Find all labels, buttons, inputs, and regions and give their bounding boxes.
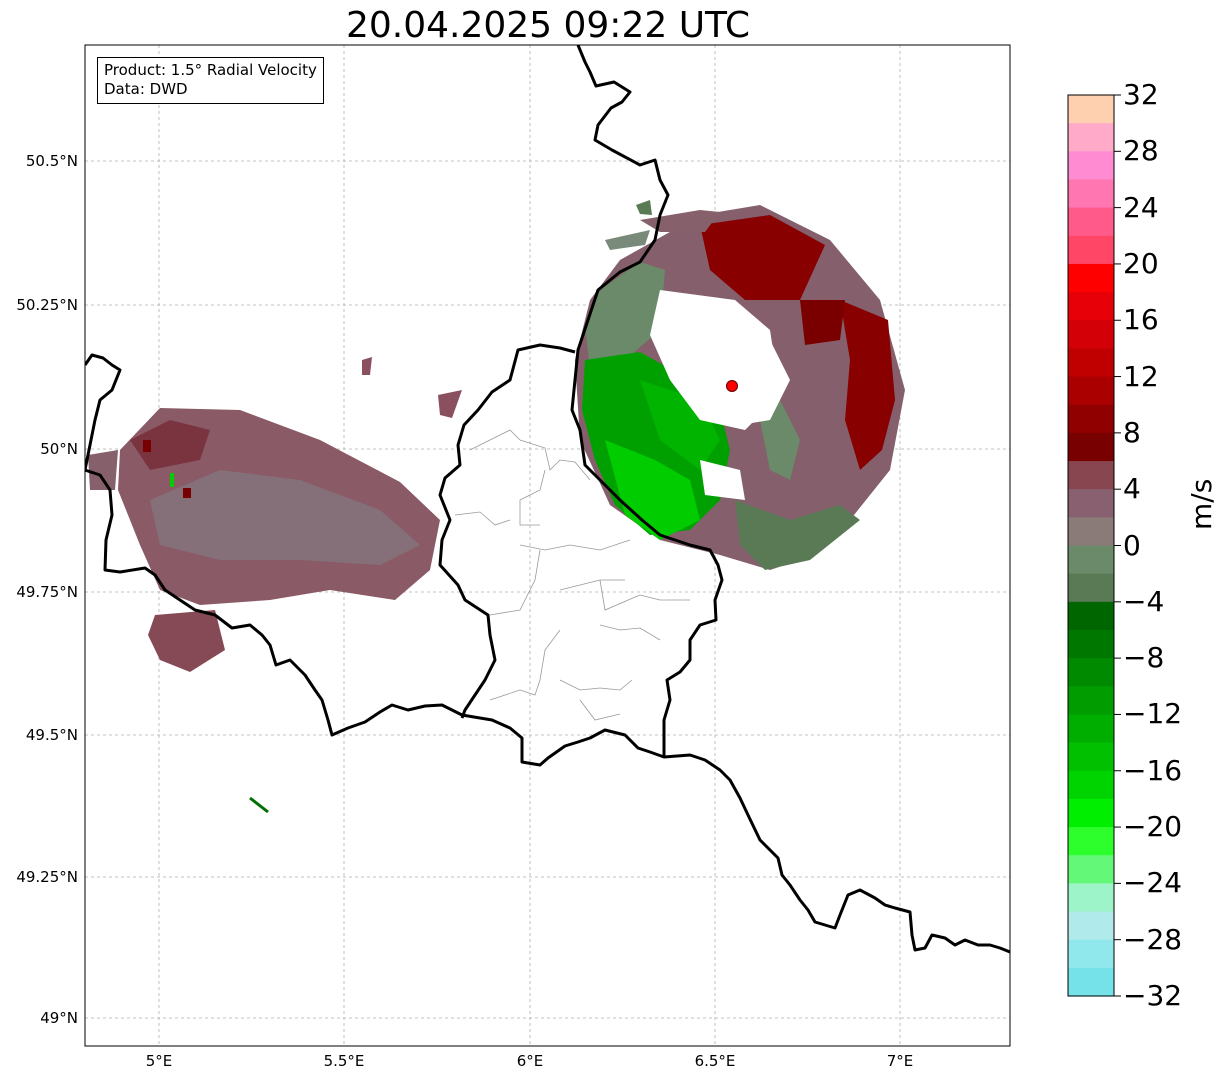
- colorbar-band: [1068, 292, 1114, 321]
- lon-label: 5°E: [145, 1052, 173, 1070]
- colorbar-band: [1068, 376, 1114, 406]
- colorbar-band: [1068, 545, 1114, 575]
- colorbar-tick-marks: [1114, 94, 1121, 997]
- colorbar-band: [1068, 432, 1114, 462]
- colorbar-tick-label: 16: [1123, 303, 1159, 337]
- colorbar-band: [1068, 686, 1114, 716]
- colorbar-band: [1068, 235, 1114, 265]
- colorbar-band: [1068, 207, 1114, 237]
- colorbar-band: [1068, 967, 1114, 997]
- colorbar-band: [1068, 883, 1114, 913]
- colorbar-band: [1068, 489, 1114, 518]
- colorbar-band: [1068, 461, 1114, 490]
- lon-label: 7°E: [886, 1052, 914, 1070]
- colorbar-band: [1068, 573, 1114, 603]
- colorbar-band: [1068, 179, 1114, 209]
- colorbar-tick-label: 8: [1123, 415, 1141, 449]
- colorbar-tick-label: −24: [1123, 866, 1183, 900]
- lon-label: 5.5°E: [323, 1052, 365, 1070]
- colorbar-band: [1068, 855, 1114, 884]
- lat-label: 50°N: [40, 440, 78, 458]
- lon-label: 6°E: [516, 1052, 544, 1070]
- colorbar-band: [1068, 714, 1114, 744]
- radar-echo-east: [575, 200, 905, 570]
- colorbar-tick-label: 32: [1123, 78, 1159, 111]
- colorbar-band: [1068, 658, 1114, 687]
- colorbar-band: [1068, 263, 1114, 293]
- country-borders: [570, 45, 724, 757]
- map-layer: [85, 45, 1010, 1046]
- colorbar-band: [1068, 939, 1114, 969]
- colorbar-band: [1068, 601, 1114, 631]
- colorbar-band: [1068, 348, 1114, 378]
- colorbar-band: [1068, 151, 1114, 181]
- lat-label: 49°N: [40, 1009, 78, 1027]
- product-info-box: Product: 1.5° Radial Velocity Data: DWD: [97, 57, 324, 104]
- colorbar-tick-label: −8: [1123, 641, 1165, 675]
- colorbar-band: [1068, 742, 1114, 772]
- be-fr-border: [85, 353, 1010, 954]
- colorbar-tick-label: −16: [1123, 753, 1183, 787]
- colorbar-tick-label: 20: [1123, 246, 1159, 280]
- colorbar-band: [1068, 123, 1114, 152]
- colorbar-tick-label: 24: [1123, 190, 1159, 224]
- product-label: Product: 1.5° Radial Velocity: [104, 61, 317, 79]
- colorbar-tick-label: −20: [1123, 810, 1183, 844]
- map-title: 20.04.2025 09:22 UTC: [345, 5, 751, 46]
- lat-label: 49.5°N: [25, 726, 78, 744]
- lon-label: 6.5°E: [694, 1052, 736, 1070]
- colorbar-unit-label: m/s: [1185, 478, 1218, 530]
- colorbar-tick-label: 28: [1123, 134, 1159, 168]
- colorbar-tick-label: 12: [1123, 359, 1159, 393]
- colorbar-tick-label: −28: [1123, 922, 1183, 956]
- colorbar-band: [1068, 517, 1114, 547]
- colorbar-band: [1068, 911, 1114, 941]
- lux-border: [438, 343, 576, 719]
- radar-site-marker: [726, 380, 738, 392]
- colorbar-band: [1068, 827, 1114, 856]
- lat-label: 49.75°N: [16, 583, 78, 601]
- colorbar-tick-label: −4: [1123, 584, 1165, 618]
- colorbar-band: [1068, 629, 1114, 659]
- colorbar-tick-label: −12: [1123, 697, 1183, 731]
- lat-label: 49.25°N: [16, 868, 78, 886]
- radar-echo-west: [88, 357, 462, 814]
- colorbar-band: [1068, 770, 1114, 800]
- colorbar-band: [1068, 95, 1114, 124]
- data-source-label: Data: DWD: [104, 80, 188, 98]
- district-lines: [454, 429, 690, 721]
- colorbar-bands: [1068, 95, 1114, 997]
- lat-label: 50.5°N: [25, 152, 78, 170]
- lat-label: 50.25°N: [16, 296, 78, 314]
- colorbar-band: [1068, 798, 1114, 828]
- map-frame: [84, 44, 1011, 1047]
- colorbar-tick-label: 0: [1123, 528, 1141, 562]
- colorbar-tick-label: 4: [1123, 472, 1141, 506]
- colorbar-band: [1068, 320, 1114, 350]
- colorbar-tick-label: −32: [1123, 979, 1183, 1012]
- colorbar-band: [1068, 404, 1114, 434]
